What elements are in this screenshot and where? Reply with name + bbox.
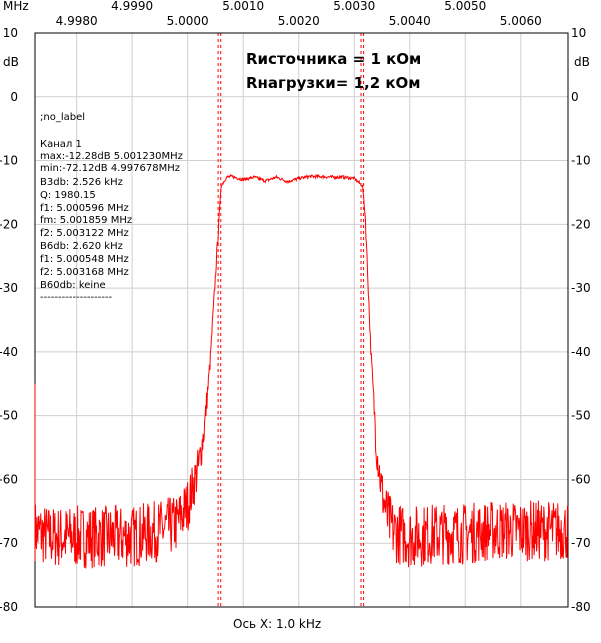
x-tick-label: 4.9990 bbox=[111, 0, 153, 13]
x-tick-label: 4.9980 bbox=[56, 14, 98, 28]
y-tick-label: 0 bbox=[571, 90, 579, 104]
y-tick-label: -70 bbox=[571, 536, 591, 550]
y-tick-label: -70 bbox=[0, 536, 18, 550]
plot-frame bbox=[34, 32, 569, 608]
y-tick-label: -30 bbox=[0, 281, 18, 295]
y-tick-label: -80 bbox=[0, 600, 18, 614]
y-tick-label: -40 bbox=[0, 345, 18, 359]
y-tick-label: -20 bbox=[0, 217, 18, 231]
y-tick-label: -60 bbox=[571, 472, 591, 486]
x-tick-label: 5.0010 bbox=[222, 0, 264, 13]
y-tick-label: -60 bbox=[0, 472, 18, 486]
y-tick-label: -50 bbox=[0, 409, 18, 423]
annotation-line: f1: 5.000548 MHz bbox=[40, 254, 129, 265]
overlay-load-resistance: Rнагрузки= 1,2 кОм bbox=[246, 74, 421, 92]
x-tick-label: 5.0060 bbox=[500, 14, 542, 28]
x-tick-label: 5.0050 bbox=[444, 0, 486, 13]
annotation-line: f2: 5.003122 MHz bbox=[40, 228, 129, 239]
bandwidth-markers bbox=[217, 33, 365, 607]
annotation-line: Канал 1 bbox=[40, 139, 82, 150]
y-tick-labels-left: 10 0 -10 -20 -30 -40 -50 -60 -70 -80 bbox=[0, 26, 18, 614]
y-tick-label: -20 bbox=[571, 217, 591, 231]
annotation-line: ;no_label bbox=[40, 112, 85, 123]
annotation-line: f1: 5.000596 MHz bbox=[40, 203, 129, 214]
overlay-source-resistance: Rисточника = 1 кОм bbox=[246, 50, 421, 68]
x-tick-label: 5.0030 bbox=[333, 0, 375, 13]
annotation-line: -------------------- bbox=[40, 292, 113, 303]
y-tick-labels-right: 10 0 -10 -20 -30 -40 -50 -60 -70 -80 bbox=[571, 26, 591, 614]
y-tick-label: -80 bbox=[571, 600, 591, 614]
grid bbox=[35, 32, 568, 608]
y-unit-label-right: dB bbox=[574, 55, 590, 69]
x-axis-caption: Ось X: 1.0 kHz bbox=[233, 617, 321, 631]
annotation-line: Q: 1980.15 bbox=[40, 190, 96, 201]
x-unit-label: MHz bbox=[3, 0, 29, 13]
annotation-line: fm: 5.001859 MHz bbox=[40, 215, 132, 226]
annotation-line: max:-12.28dB 5.001230MHz bbox=[40, 151, 183, 162]
x-tick-label: 5.0020 bbox=[278, 14, 320, 28]
series-line bbox=[34, 173, 569, 569]
annotation-line: B6db: 2.620 kHz bbox=[40, 241, 123, 252]
annotation-line: B60db: keine bbox=[40, 280, 106, 291]
y-tick-label: 10 bbox=[571, 26, 586, 40]
x-tick-labels: 4.9980 4.9990 5.0000 5.0010 5.0020 5.0030 5.00… bbox=[56, 0, 542, 28]
y-tick-label: 10 bbox=[3, 26, 18, 40]
annotation-line: min:-72.12dB 4.997678MHz bbox=[40, 163, 180, 174]
annotation-line: f2: 5.003168 MHz bbox=[40, 267, 129, 278]
x-tick-label: 5.0040 bbox=[389, 14, 431, 28]
y-tick-label: -10 bbox=[0, 154, 18, 168]
y-tick-label: 0 bbox=[10, 90, 18, 104]
y-tick-label: -40 bbox=[571, 345, 591, 359]
y-tick-label: -10 bbox=[571, 154, 591, 168]
y-tick-label: -30 bbox=[571, 281, 591, 295]
annotation-line: B3db: 2.526 kHz bbox=[40, 177, 123, 188]
annotation-block: ;no_label Канал 1 max:-12.28dB 5.001230M… bbox=[40, 112, 183, 303]
x-tick-label: 5.0000 bbox=[167, 14, 209, 28]
y-unit-label-left: dB bbox=[3, 55, 19, 69]
y-tick-label: -50 bbox=[571, 409, 591, 423]
